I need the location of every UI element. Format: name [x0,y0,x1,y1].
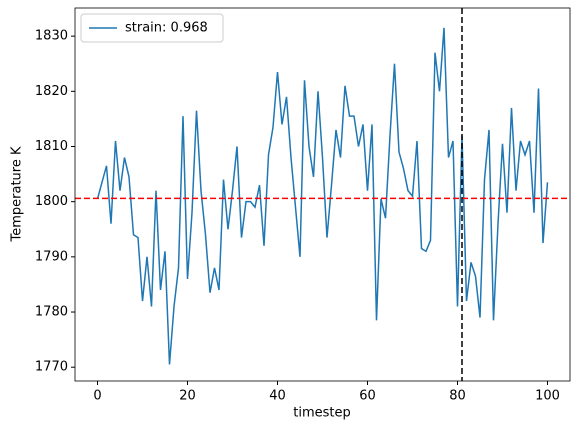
x-tick-label: 40 [269,389,286,404]
y-tick-label: 1830 [35,29,68,44]
y-tick-label: 1810 [35,139,68,154]
legend-label: strain: 0.968 [125,21,208,36]
y-tick-label: 1790 [35,249,68,264]
x-axis-label: timestep [293,406,351,421]
y-tick-label: 1820 [35,84,68,99]
legend-box [80,13,224,43]
x-tick-label: 0 [93,389,101,404]
x-tick-label: 100 [535,389,560,404]
y-tick-label: 1770 [35,360,68,375]
y-tick-label: 1780 [35,305,68,320]
x-tick-label: 20 [179,389,196,404]
x-tick-label: 80 [449,389,466,404]
x-tick-label: 60 [359,389,376,404]
plot-frame [74,7,571,382]
y-tick-label: 1800 [35,194,68,209]
line [96,27,549,365]
y-axis-label: Temperature K [10,146,25,242]
